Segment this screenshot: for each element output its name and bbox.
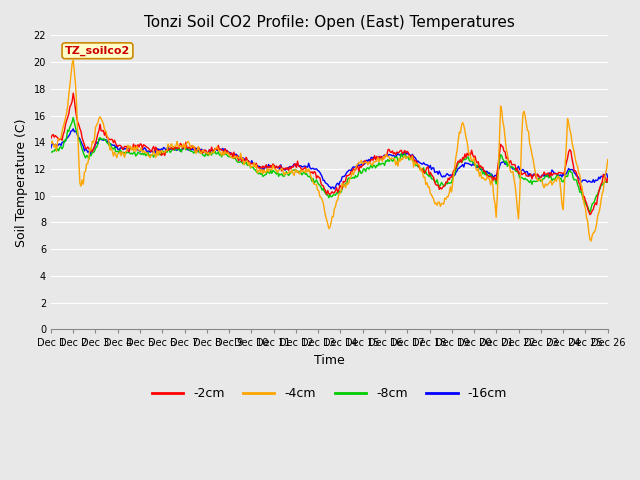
Y-axis label: Soil Temperature (C): Soil Temperature (C) [15,118,28,247]
X-axis label: Time: Time [314,354,345,367]
Legend: -2cm, -4cm, -8cm, -16cm: -2cm, -4cm, -8cm, -16cm [147,383,512,406]
Text: TZ_soilco2: TZ_soilco2 [65,46,130,56]
Title: Tonzi Soil CO2 Profile: Open (East) Temperatures: Tonzi Soil CO2 Profile: Open (East) Temp… [144,15,515,30]
